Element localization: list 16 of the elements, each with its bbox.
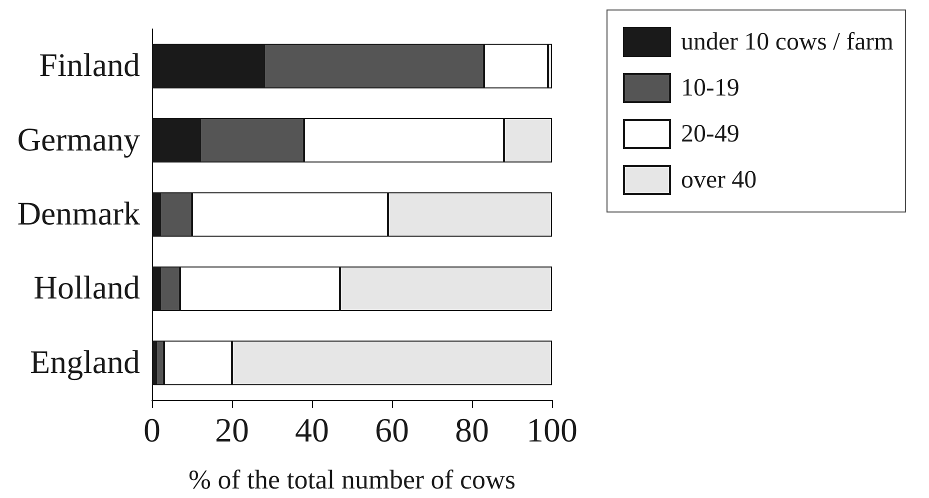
x-tick-label: 0: [144, 412, 160, 450]
legend-label: over 40: [681, 166, 757, 194]
y-tick-label: England: [30, 344, 140, 381]
y-tick-label: Germany: [17, 122, 140, 158]
x-axis-title: % of the total number of cows: [188, 464, 516, 494]
legend-label: 10-19: [681, 74, 740, 102]
x-tick-label: 100: [526, 412, 578, 450]
legend-label: under 10 cows / farm: [681, 28, 894, 56]
x-tick-label: 40: [295, 412, 329, 450]
y-tick-label: Denmark: [17, 196, 140, 232]
y-tick-label: Holland: [34, 270, 140, 307]
legend-label: 20-49: [681, 120, 740, 148]
y-tick-label: Finland: [39, 48, 140, 84]
x-tick-label: 20: [215, 412, 249, 450]
x-tick-label: 80: [455, 412, 489, 450]
x-tick-label: 60: [375, 412, 409, 450]
